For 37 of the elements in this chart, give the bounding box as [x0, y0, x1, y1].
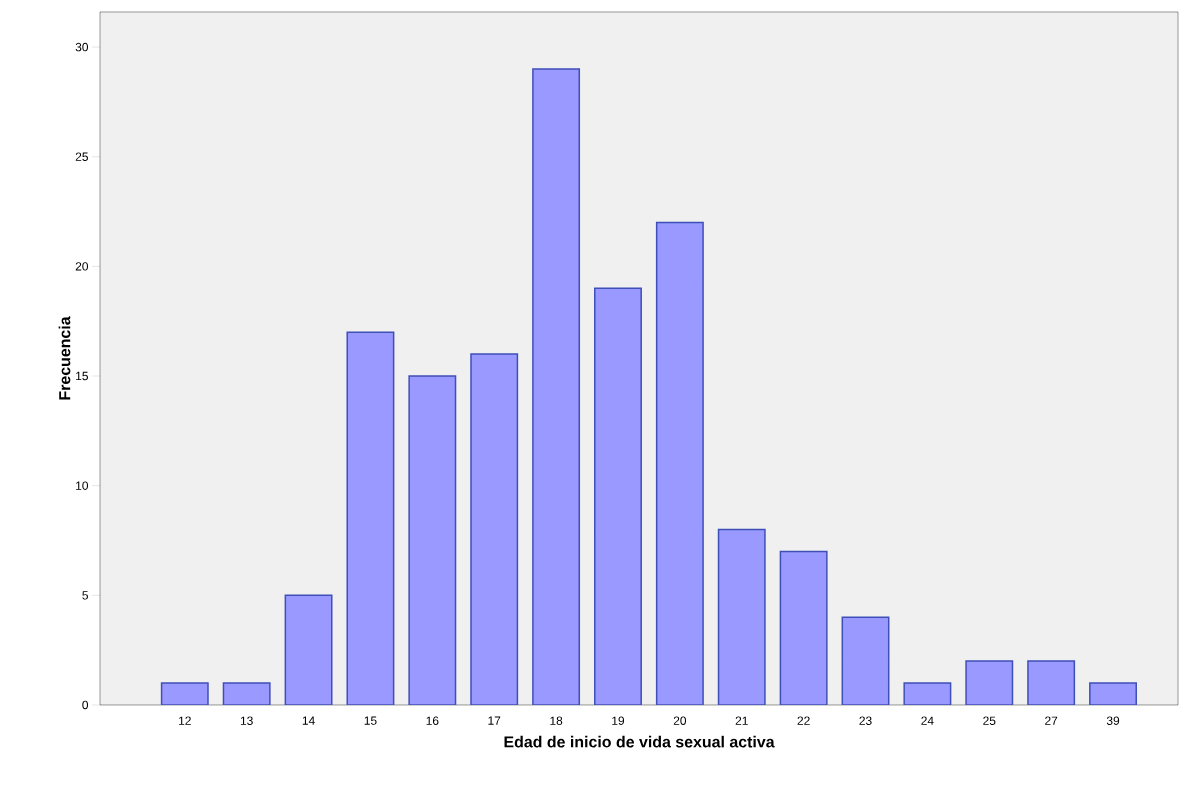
bar [532, 69, 580, 705]
bar [1027, 661, 1075, 705]
x-axis-title: Edad de inicio de vida sexual activa [504, 735, 775, 748]
x-tick-label: 18 [550, 716, 563, 725]
y-tick-label: 5 [82, 591, 88, 600]
y-tick-label: 20 [75, 262, 89, 271]
bar [471, 354, 518, 705]
bar [285, 595, 332, 705]
y-tick-label: 25 [75, 152, 88, 161]
x-tick-label: 25 [983, 716, 996, 725]
x-tick-label: 20 [673, 716, 687, 725]
bar [409, 376, 456, 705]
bar [718, 529, 765, 705]
y-tick-label: 10 [76, 481, 89, 490]
x-tick-label: 17 [488, 716, 501, 725]
bar [966, 661, 1013, 705]
x-tick-label: 22 [797, 716, 810, 725]
x-tick-label: 19 [612, 716, 625, 725]
y-axis-title: Frecuencia [58, 316, 71, 400]
x-tick-label: 24 [921, 716, 934, 725]
y-tick-label: 0 [82, 700, 89, 710]
y-tick-label: 15 [76, 371, 88, 381]
bar [780, 551, 827, 705]
x-tick-label: 13 [240, 716, 253, 725]
x-tick-label: 21 [735, 716, 748, 725]
x-tick-label: 14 [302, 716, 315, 725]
y-tick-label: 30 [75, 42, 89, 52]
bar [656, 222, 704, 705]
x-tick-label: 15 [364, 716, 377, 725]
bar [594, 288, 642, 705]
x-tick-label: 12 [179, 716, 191, 725]
x-tick-label: 39 [1106, 716, 1120, 725]
bar [347, 332, 394, 705]
bar [842, 617, 889, 705]
x-tick-label: 23 [859, 716, 872, 725]
x-tick-label: 27 [1045, 716, 1058, 725]
x-tick-label: 16 [426, 716, 439, 725]
